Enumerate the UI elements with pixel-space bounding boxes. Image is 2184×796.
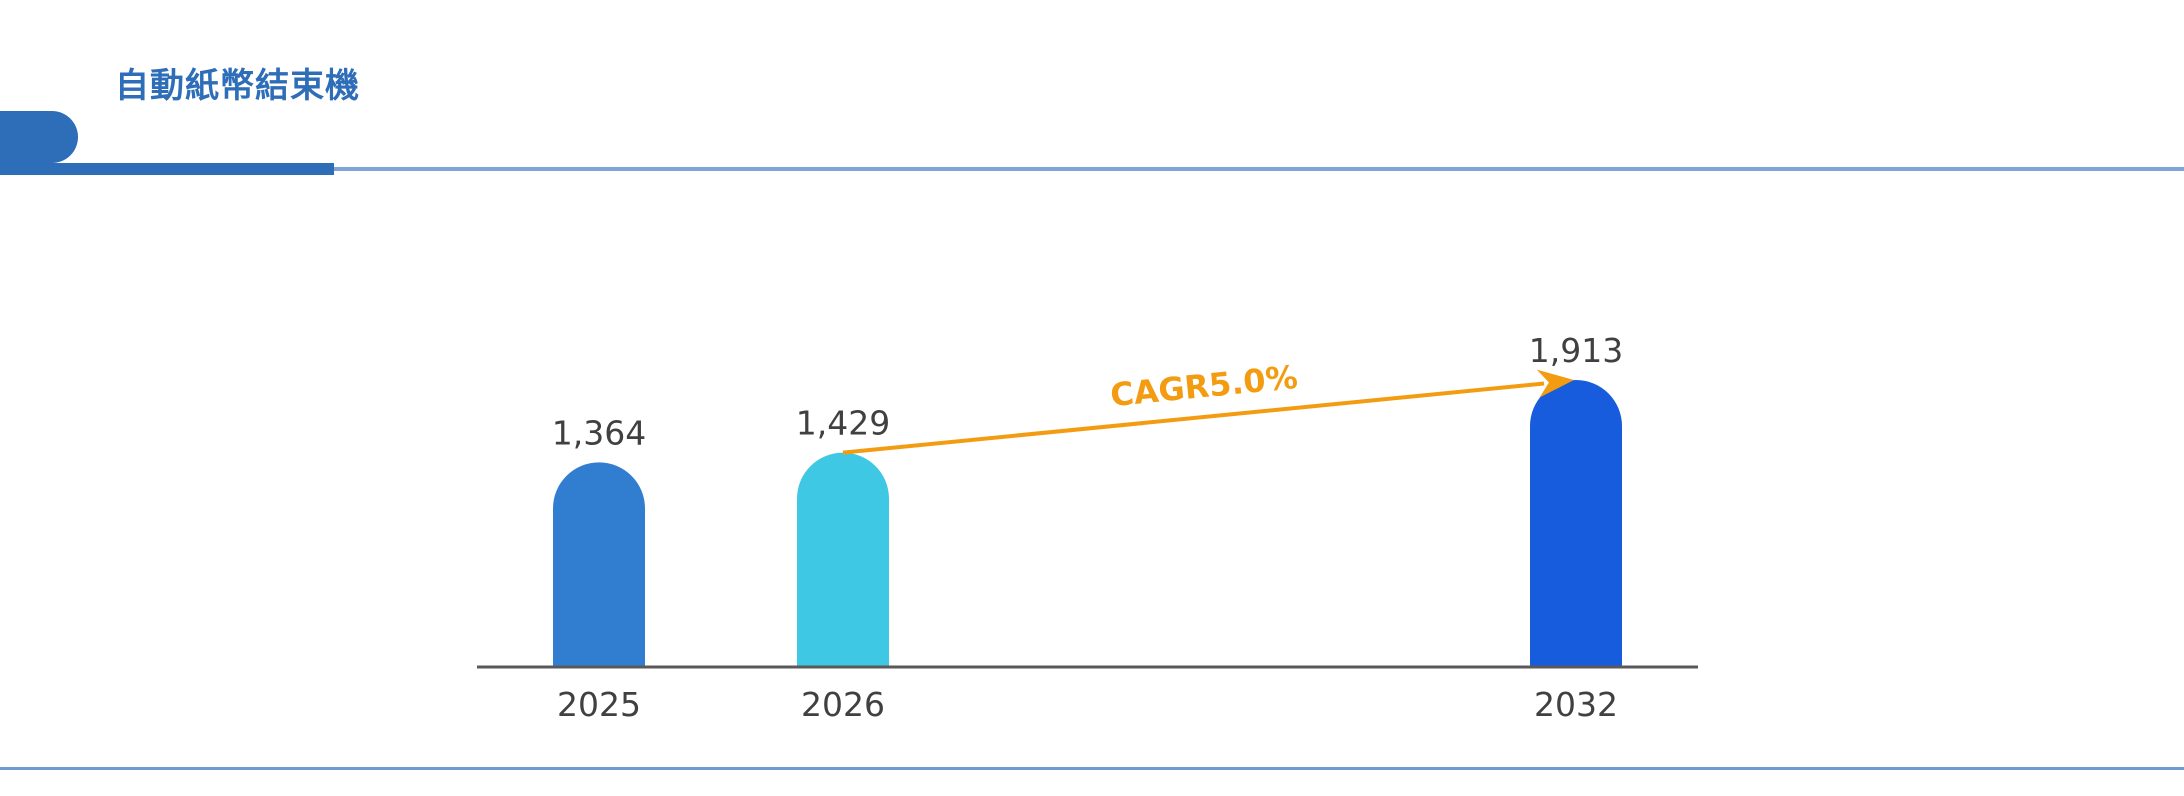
bar-2032	[1530, 380, 1622, 667]
header-accent-bar	[0, 163, 334, 175]
bars-group	[553, 380, 1622, 667]
header-divider	[334, 167, 2184, 171]
bar-2026	[797, 452, 890, 667]
x-tick-label: 2025	[557, 685, 641, 724]
bar-2025	[553, 462, 645, 667]
x-tick-label: 2032	[1534, 685, 1618, 724]
cagr-label: CAGR5.0%	[1109, 358, 1300, 414]
cagr-annotation: CAGR5.0%	[842, 358, 1574, 455]
value-label: 1,364	[552, 413, 646, 452]
arrowhead-icon	[1536, 369, 1574, 398]
value-label: 1,429	[796, 404, 890, 443]
chart-title: 自動紙幣結束機	[115, 66, 360, 106]
header-tab-decoration	[0, 111, 78, 163]
footer-divider	[0, 767, 2184, 770]
value-label: 1,913	[1529, 331, 1623, 370]
x-tick-label: 2026	[801, 685, 885, 724]
cagr-arrow-line	[842, 381, 1545, 455]
